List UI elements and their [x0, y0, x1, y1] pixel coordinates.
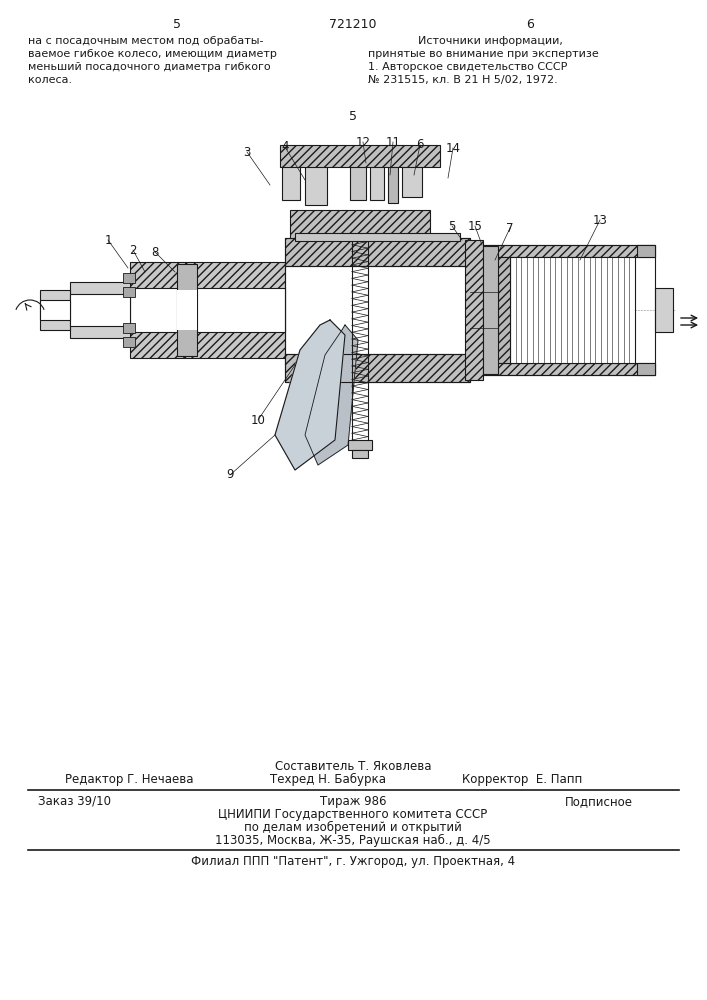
- Text: принятые во внимание при экспертизе: принятые во внимание при экспертизе: [368, 49, 599, 59]
- Text: 113035, Москва, Ж-35, Раушская наб., д. 4/5: 113035, Москва, Ж-35, Раушская наб., д. …: [215, 834, 491, 847]
- Bar: [285, 238, 470, 266]
- Bar: [285, 266, 470, 354]
- Bar: [637, 245, 655, 257]
- Bar: [70, 282, 130, 338]
- Text: 7: 7: [506, 222, 514, 234]
- Bar: [305, 160, 327, 205]
- Bar: [185, 288, 285, 332]
- Text: 5: 5: [448, 220, 456, 232]
- Bar: [470, 245, 655, 375]
- Bar: [510, 257, 635, 363]
- Bar: [295, 233, 460, 241]
- Bar: [177, 264, 197, 356]
- Polygon shape: [275, 320, 345, 470]
- Bar: [123, 273, 135, 283]
- Text: Филиал ППП "Патент", г. Ужгород, ул. Проектная, 4: Филиал ППП "Патент", г. Ужгород, ул. Про…: [191, 855, 515, 868]
- Bar: [285, 354, 470, 382]
- Text: № 231515, кл. В 21 Н 5/02, 1972.: № 231515, кл. В 21 Н 5/02, 1972.: [368, 75, 558, 85]
- Text: 721210: 721210: [329, 18, 377, 31]
- Bar: [40, 290, 70, 330]
- Bar: [465, 240, 483, 380]
- Text: Заказ 39/10: Заказ 39/10: [38, 795, 111, 808]
- Bar: [185, 262, 285, 358]
- Text: 9: 9: [226, 468, 234, 482]
- Bar: [177, 290, 197, 330]
- Text: 11: 11: [385, 135, 400, 148]
- Bar: [123, 287, 135, 297]
- Bar: [280, 145, 440, 167]
- Text: 12: 12: [356, 135, 370, 148]
- Text: Источники информации,: Источники информации,: [418, 36, 563, 46]
- Text: 3: 3: [243, 145, 251, 158]
- Bar: [370, 155, 384, 200]
- Text: 5: 5: [349, 110, 357, 123]
- Bar: [352, 450, 368, 458]
- Polygon shape: [305, 325, 358, 465]
- Bar: [290, 210, 430, 238]
- Bar: [130, 262, 185, 358]
- Text: 6: 6: [526, 18, 534, 31]
- Text: Подписное: Подписное: [565, 795, 633, 808]
- Bar: [285, 238, 470, 382]
- Bar: [470, 257, 510, 363]
- Text: 6: 6: [416, 138, 423, 151]
- Text: 5: 5: [173, 18, 181, 31]
- Text: 10: 10: [250, 414, 265, 426]
- Text: 15: 15: [467, 220, 482, 232]
- Text: меньший посадочного диаметра гибкого: меньший посадочного диаметра гибкого: [28, 62, 271, 72]
- Bar: [348, 440, 372, 450]
- Text: Техред Н. Бабурка: Техред Н. Бабурка: [270, 773, 386, 786]
- Text: ЦНИИПИ Государственного комитета СССР: ЦНИИПИ Государственного комитета СССР: [218, 808, 488, 821]
- Bar: [388, 153, 398, 203]
- Bar: [483, 246, 498, 374]
- Text: 1. Авторское свидетельство СССР: 1. Авторское свидетельство СССР: [368, 62, 568, 72]
- Bar: [123, 323, 135, 333]
- Text: колеса.: колеса.: [28, 75, 72, 85]
- Bar: [130, 288, 185, 332]
- Bar: [637, 363, 655, 375]
- Bar: [282, 165, 300, 200]
- Text: Тираж 986: Тираж 986: [320, 795, 386, 808]
- Text: ваемое гибкое колесо, имеющим диаметр: ваемое гибкое колесо, имеющим диаметр: [28, 49, 277, 59]
- Bar: [470, 245, 655, 257]
- Bar: [470, 280, 498, 340]
- Text: 2: 2: [129, 243, 136, 256]
- Bar: [655, 288, 673, 332]
- Bar: [70, 294, 130, 326]
- Text: 13: 13: [592, 214, 607, 227]
- Bar: [350, 150, 366, 200]
- Text: Редактор Г. Нечаева: Редактор Г. Нечаева: [65, 773, 194, 786]
- Text: на с посадочным местом под обрабаты-: на с посадочным местом под обрабаты-: [28, 36, 264, 46]
- Bar: [305, 150, 327, 164]
- Bar: [470, 363, 655, 375]
- Text: Составитель Т. Яковлева: Составитель Т. Яковлева: [275, 760, 431, 773]
- Text: 14: 14: [445, 141, 460, 154]
- Text: Корректор  Е. Папп: Корректор Е. Папп: [462, 773, 583, 786]
- Bar: [123, 337, 135, 347]
- Text: 8: 8: [151, 245, 158, 258]
- Bar: [40, 300, 70, 320]
- Bar: [402, 157, 422, 197]
- Text: по делам изобретений и открытий: по делам изобретений и открытий: [244, 821, 462, 834]
- Text: 1: 1: [104, 233, 112, 246]
- Text: 4: 4: [281, 140, 288, 153]
